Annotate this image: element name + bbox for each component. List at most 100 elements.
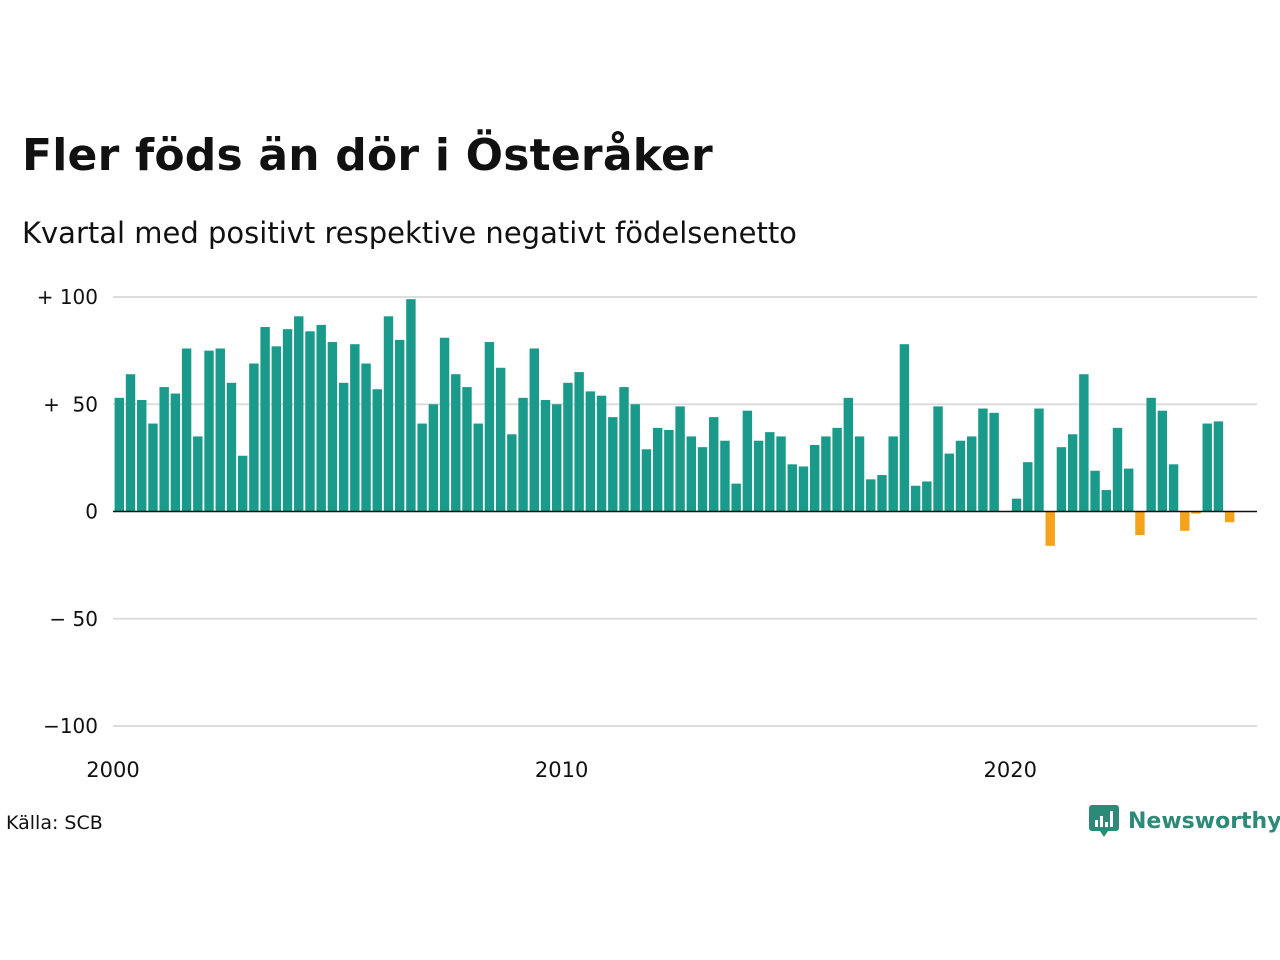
- bar: [237, 455, 248, 512]
- bar: [394, 339, 405, 512]
- bar: [776, 436, 786, 512]
- bar: [608, 417, 618, 512]
- bar: [271, 346, 282, 512]
- bar: [1023, 462, 1033, 512]
- bar: [787, 464, 797, 512]
- bar: [585, 391, 596, 512]
- bar: [204, 350, 214, 512]
- y-tick-label: − 50: [49, 607, 98, 631]
- chart-subtitle: Kvartal med positivt respektive negativt…: [22, 216, 797, 250]
- bar: [1213, 421, 1224, 512]
- bar: [1045, 511, 1055, 546]
- bar: [193, 436, 203, 512]
- bar: [1124, 468, 1134, 512]
- bar: [226, 382, 237, 512]
- bar: [978, 408, 988, 512]
- brand-logo: Newsworthy: [1088, 804, 1280, 838]
- bar: [1011, 498, 1022, 512]
- bar: [282, 329, 293, 512]
- y-tick-label: 0: [85, 500, 98, 524]
- bar: [428, 404, 439, 512]
- bar: [114, 397, 125, 512]
- bar: [1202, 423, 1212, 512]
- bar: [1090, 470, 1100, 512]
- bar: [148, 423, 158, 512]
- bar: [675, 406, 685, 512]
- bar: [933, 406, 943, 512]
- bar: [552, 404, 562, 512]
- bar: [316, 324, 326, 512]
- bar: [495, 367, 506, 512]
- y-tick-label: + 50: [43, 392, 98, 416]
- x-tick-label: 2000: [86, 758, 139, 782]
- y-tick-label: + 100: [37, 285, 98, 309]
- chart-title: Fler föds än dör i Österåker: [22, 130, 713, 181]
- brand-name: Newsworthy: [1128, 808, 1280, 834]
- bar: [1112, 427, 1123, 512]
- bar: [944, 453, 954, 512]
- bar: [753, 440, 764, 512]
- bar: [1079, 374, 1089, 512]
- bar: [137, 399, 147, 512]
- bar: [406, 299, 416, 512]
- x-tick-label: 2010: [535, 758, 588, 782]
- bar: [249, 363, 259, 512]
- bar: [507, 434, 517, 512]
- bar: [574, 372, 584, 512]
- bar: [742, 410, 753, 512]
- bar: [439, 337, 450, 512]
- bar: [338, 382, 349, 512]
- bar: [989, 412, 999, 512]
- bar: [1157, 410, 1168, 512]
- bar: [720, 440, 730, 512]
- bar: [832, 427, 842, 512]
- bar: [888, 436, 898, 512]
- newsworthy-logo-icon: [1089, 805, 1119, 837]
- bar: [1056, 447, 1067, 512]
- bar: [563, 382, 573, 512]
- bar: [798, 466, 809, 512]
- bar: [821, 436, 831, 512]
- bar: [709, 417, 719, 512]
- source-note: Källa: SCB: [6, 812, 103, 834]
- bar: [877, 475, 887, 512]
- bar: [686, 436, 697, 512]
- bar: [462, 387, 472, 512]
- bar: [1191, 511, 1201, 514]
- bar: [181, 348, 192, 512]
- bar: [215, 348, 225, 512]
- bar: [305, 331, 315, 512]
- bar: [697, 447, 708, 512]
- bar: [170, 393, 181, 512]
- bar: [619, 387, 629, 512]
- bar: [731, 483, 741, 512]
- bar: [518, 397, 528, 512]
- bar: [383, 316, 394, 512]
- bar: [966, 436, 977, 512]
- bar: [372, 389, 382, 512]
- y-tick-label: −100: [43, 714, 98, 738]
- bar: [417, 423, 427, 512]
- bar: [1067, 434, 1078, 512]
- bar: [451, 374, 461, 512]
- bar: [765, 432, 775, 512]
- bar: [652, 427, 663, 512]
- bar: [125, 374, 136, 512]
- bar: [899, 344, 910, 512]
- bar: [540, 399, 551, 512]
- bar: [922, 481, 932, 512]
- bar: [294, 316, 304, 512]
- grid-lines: [113, 296, 1257, 727]
- bar: [866, 479, 876, 512]
- bar: [596, 395, 607, 512]
- bar: [1146, 397, 1156, 512]
- bar: [1135, 511, 1145, 536]
- bar: [1101, 490, 1111, 512]
- x-tick-label: 2020: [984, 758, 1037, 782]
- bar: [1224, 511, 1235, 523]
- x-tick-labels: 2000 2010 2020: [86, 758, 1037, 782]
- bar: [473, 423, 483, 512]
- bar: [327, 342, 338, 512]
- y-tick-labels: + 100 + 50 0 − 50 −100: [37, 285, 98, 738]
- bar: [630, 404, 640, 512]
